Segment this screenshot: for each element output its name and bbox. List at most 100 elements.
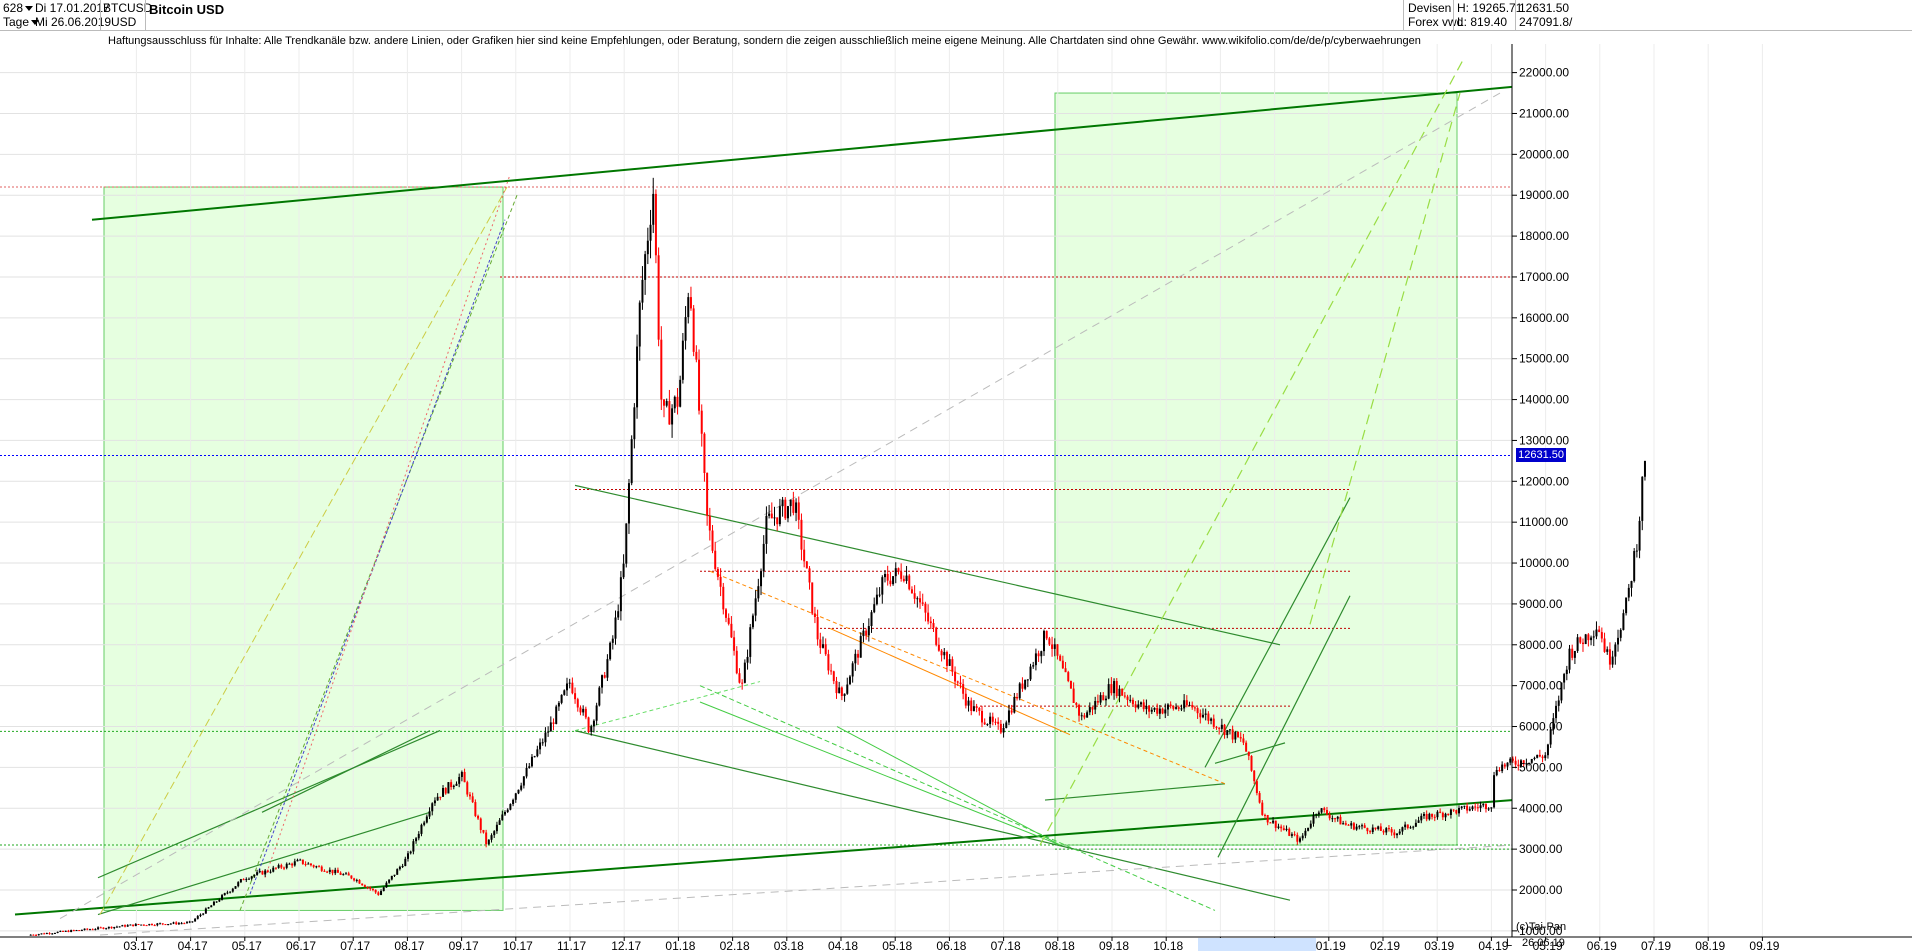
candle-body <box>1153 707 1156 710</box>
candle-body <box>1250 755 1253 771</box>
candle-body <box>477 815 480 819</box>
candle-body <box>692 308 695 352</box>
bar-count-select[interactable]: 628 <box>3 1 34 16</box>
candle-body <box>574 693 577 700</box>
start-date: Di 17.01.2017 <box>35 1 110 15</box>
candle-body <box>415 838 418 842</box>
candle-body <box>1428 813 1431 820</box>
timeframe-select[interactable]: Tage <box>3 15 40 30</box>
candle-body <box>1350 823 1353 826</box>
candle-body <box>733 637 736 651</box>
candle-body <box>59 930 62 932</box>
candle-body <box>592 720 595 727</box>
candle-body <box>568 682 571 684</box>
y-tick-label: 12000.00 <box>1519 474 1569 488</box>
y-tick-label: 16000.00 <box>1519 311 1569 325</box>
candle-body <box>1175 707 1178 709</box>
candle-body <box>660 339 663 400</box>
candle-body <box>479 818 482 830</box>
candle-body <box>1056 644 1059 656</box>
candle-body <box>1307 827 1310 831</box>
candle-body <box>223 893 226 896</box>
candle-body <box>51 933 54 935</box>
candle-body <box>1385 828 1388 833</box>
candle-body <box>1533 757 1536 759</box>
scale-mode-label[interactable]: L <box>1506 937 1513 949</box>
candle-body <box>962 684 965 694</box>
candle-body <box>226 892 229 894</box>
end-date: Mi 26.06.2019 <box>35 15 112 29</box>
x-tick-label: 11.17 <box>557 939 586 952</box>
candle-body <box>88 929 91 931</box>
candle-body <box>1094 701 1097 710</box>
y-tick-label: 11000.00 <box>1519 515 1568 529</box>
candle-body <box>549 722 552 732</box>
candle-body <box>956 681 959 683</box>
candle-body <box>557 702 560 707</box>
candle-body <box>150 923 153 926</box>
candle-body <box>277 865 280 868</box>
candle-body <box>385 882 388 888</box>
candle-body <box>506 809 509 813</box>
candle-body <box>595 705 598 721</box>
candle-body <box>482 829 485 833</box>
candle-body <box>875 594 878 605</box>
candle-body <box>1253 770 1256 782</box>
volume-value: 247091.8/ <box>1519 15 1573 29</box>
candle-body <box>450 782 453 788</box>
x-tick-label: 10.18 <box>1153 939 1183 952</box>
y-tick-label: 8000.00 <box>1519 638 1563 652</box>
candle-body <box>145 925 148 927</box>
candle-body <box>590 726 593 732</box>
candle-body <box>978 708 981 711</box>
candle-body <box>1166 704 1169 710</box>
candle-body <box>1196 708 1199 714</box>
candle-body <box>1309 823 1312 828</box>
candle-body <box>1528 762 1531 764</box>
candle-body <box>541 742 544 744</box>
candle-body <box>253 874 256 877</box>
candle-body <box>746 656 749 663</box>
candle-body <box>1479 805 1482 808</box>
candle-body <box>1387 828 1390 830</box>
candle-body <box>331 869 334 874</box>
header-bar: 628 Di 17.01.2017 Tage Mi 26.06.2019 BTC… <box>0 0 1912 31</box>
candle-body <box>1409 827 1412 829</box>
trend-line <box>709 570 1226 785</box>
candle-body <box>840 687 843 697</box>
candle-body <box>48 933 51 935</box>
candle-body <box>1129 699 1132 701</box>
candle-body <box>91 929 94 931</box>
timeframe-label: Tage <box>3 15 30 29</box>
timeline-scrollbar[interactable] <box>0 937 1912 952</box>
candle-body <box>1565 669 1568 675</box>
candle-body <box>784 499 787 519</box>
candle-body <box>56 931 59 934</box>
candle-body <box>892 576 895 585</box>
candle-body <box>576 699 579 708</box>
candle-body <box>539 742 542 750</box>
candle-body <box>808 568 811 583</box>
candle-body <box>1158 708 1161 714</box>
bar-count: 628 <box>3 1 24 15</box>
trend-line <box>1309 92 1461 625</box>
candle-body <box>1293 834 1296 836</box>
candle-body <box>865 630 868 636</box>
candle-body <box>859 636 862 658</box>
candle-body <box>345 873 348 875</box>
candle-body <box>444 787 447 794</box>
candle-body <box>239 879 242 883</box>
candle-body <box>1617 637 1620 645</box>
candle-body <box>301 859 304 864</box>
candle-body <box>948 659 951 666</box>
candle-body <box>1444 813 1447 818</box>
footer-date: 26.06.19 <box>1522 937 1565 949</box>
candle-body <box>989 716 992 725</box>
candle-body <box>1212 718 1215 727</box>
candle-body <box>1140 702 1143 705</box>
candle-body <box>210 905 213 908</box>
candle-body <box>1530 758 1533 763</box>
y-tick-label: 20000.00 <box>1519 147 1569 161</box>
candle-body <box>665 401 668 406</box>
